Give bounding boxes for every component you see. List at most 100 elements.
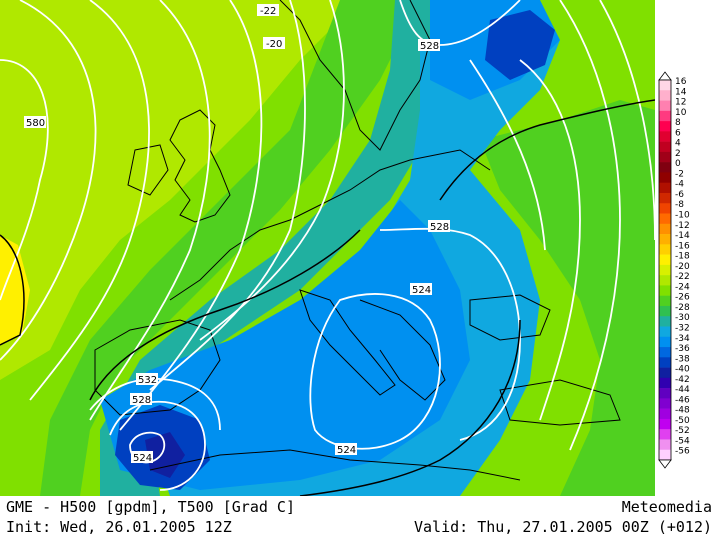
label-text: 532 bbox=[138, 375, 157, 386]
label-text: -20 bbox=[266, 39, 282, 50]
isotherm-south bbox=[89, 229, 361, 401]
contour-label-524-alps: 524 bbox=[410, 283, 432, 296]
isotherm-south-east bbox=[299, 319, 521, 496]
legend-label: -56 bbox=[675, 447, 690, 457]
legend-swatch bbox=[659, 110, 671, 122]
contour-524-alps bbox=[309, 293, 441, 450]
legend-swatch bbox=[659, 347, 671, 358]
legend-swatch bbox=[659, 357, 671, 368]
legend-label: -8 bbox=[675, 200, 684, 210]
legend-swatch bbox=[659, 131, 671, 142]
legend-swatch bbox=[659, 254, 671, 266]
temperature-area-west bbox=[0, 0, 360, 380]
legend-label: -52 bbox=[675, 426, 690, 436]
legend-swatches bbox=[658, 79, 672, 461]
label-box bbox=[263, 37, 285, 49]
legend-top-arrow bbox=[658, 71, 672, 81]
coast-ireland bbox=[127, 144, 169, 196]
legend-swatch bbox=[659, 203, 671, 214]
legend-swatch bbox=[659, 408, 671, 420]
contour-label-528-sw: 528 bbox=[130, 393, 152, 406]
legend-swatch bbox=[659, 326, 671, 338]
legend-swatch bbox=[659, 172, 671, 184]
legend-label: -12 bbox=[675, 221, 690, 231]
caption-brand: Meteomedia bbox=[621, 498, 712, 516]
label-box bbox=[428, 220, 450, 232]
legend-swatch bbox=[659, 213, 671, 225]
legend-label: 16 bbox=[675, 77, 687, 87]
coast-iberia bbox=[94, 319, 221, 416]
coast-continent bbox=[169, 149, 491, 301]
legend-label: -36 bbox=[675, 344, 690, 354]
coast-turkey bbox=[499, 379, 621, 426]
legend-label: -26 bbox=[675, 293, 690, 303]
legend-swatch bbox=[659, 305, 671, 317]
legend-swatch bbox=[659, 100, 671, 112]
label-text: 528 bbox=[132, 395, 151, 406]
contour-560 bbox=[149, 0, 306, 391]
legend-label: -54 bbox=[675, 436, 690, 446]
legend-swatch bbox=[659, 244, 671, 255]
legend-swatch bbox=[659, 264, 671, 276]
caption-init-time: Init: Wed, 26.01.2005 12Z bbox=[6, 518, 232, 536]
contour-label-minus22: -22 bbox=[257, 4, 279, 17]
legend-swatch bbox=[659, 192, 671, 204]
label-text: 524 bbox=[412, 285, 431, 296]
contour-label-524-sw: 524 bbox=[131, 451, 153, 464]
legend-label: -32 bbox=[675, 323, 690, 333]
legend-swatch bbox=[659, 377, 671, 389]
contour-east-3 bbox=[599, 0, 655, 241]
legend-label: 4 bbox=[675, 139, 681, 149]
cold-core-north bbox=[485, 10, 555, 80]
legend-label: 12 bbox=[675, 98, 686, 108]
legend-label: 10 bbox=[675, 108, 687, 118]
temperature-isolines bbox=[0, 99, 655, 496]
contour-label-532-sw: 532 bbox=[136, 373, 158, 386]
label-box bbox=[335, 443, 357, 455]
contour-532-sw bbox=[89, 377, 221, 431]
legend-swatch bbox=[659, 162, 671, 173]
label-box bbox=[24, 116, 46, 128]
legend-swatch bbox=[659, 449, 671, 461]
legend-swatch bbox=[659, 182, 671, 194]
legend-swatch bbox=[659, 418, 671, 430]
legend-label: 2 bbox=[675, 149, 681, 159]
legend-label: -14 bbox=[675, 231, 690, 241]
coast-italy bbox=[299, 289, 396, 396]
coast-scandinavia bbox=[279, 0, 431, 151]
legend-label: -50 bbox=[675, 416, 690, 426]
legend-label: -2 bbox=[675, 169, 684, 179]
label-text: 580 bbox=[26, 118, 45, 129]
label-box bbox=[131, 451, 153, 463]
contour-568 bbox=[89, 0, 211, 421]
legend-swatch bbox=[659, 285, 671, 296]
legend-label: -34 bbox=[675, 334, 690, 344]
legend-label: -38 bbox=[675, 354, 690, 364]
label-text: -22 bbox=[260, 6, 276, 17]
legend-label: -24 bbox=[675, 282, 690, 292]
legend-swatch bbox=[659, 295, 671, 307]
legend-swatch bbox=[659, 398, 671, 409]
legend-swatch bbox=[659, 234, 671, 245]
coast-north-africa bbox=[149, 449, 521, 481]
contour-east-2 bbox=[559, 0, 621, 451]
legend-swatch bbox=[659, 90, 671, 101]
color-scale-legend: 1614121086420-2-4-6-8-10-12-14-16-18-20-… bbox=[658, 71, 690, 469]
legend-swatch bbox=[659, 80, 671, 91]
contour-528-sw bbox=[109, 400, 206, 491]
legend-label: -10 bbox=[675, 211, 690, 221]
legend-label: -42 bbox=[675, 375, 690, 385]
caption-model-field: GME - H500 [gpdm], T500 [Grad C] bbox=[6, 498, 295, 516]
legend-label: 8 bbox=[675, 118, 681, 128]
label-text: 524 bbox=[133, 453, 152, 464]
label-box bbox=[130, 393, 152, 405]
coastlines bbox=[94, 0, 621, 481]
contour-label-minus20: -20 bbox=[263, 37, 285, 50]
contour-572 bbox=[29, 0, 150, 401]
contour-label-528-mid: 528 bbox=[428, 220, 450, 233]
legend-label: -46 bbox=[675, 395, 690, 405]
caption-valid-time: Valid: Thu, 27.01.2005 00Z (+012) bbox=[413, 518, 712, 536]
legend-label: 14 bbox=[675, 87, 687, 97]
legend-swatch bbox=[659, 141, 671, 153]
legend-swatch bbox=[659, 316, 671, 327]
